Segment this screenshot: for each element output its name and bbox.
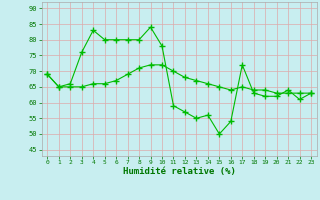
X-axis label: Humidité relative (%): Humidité relative (%) bbox=[123, 167, 236, 176]
